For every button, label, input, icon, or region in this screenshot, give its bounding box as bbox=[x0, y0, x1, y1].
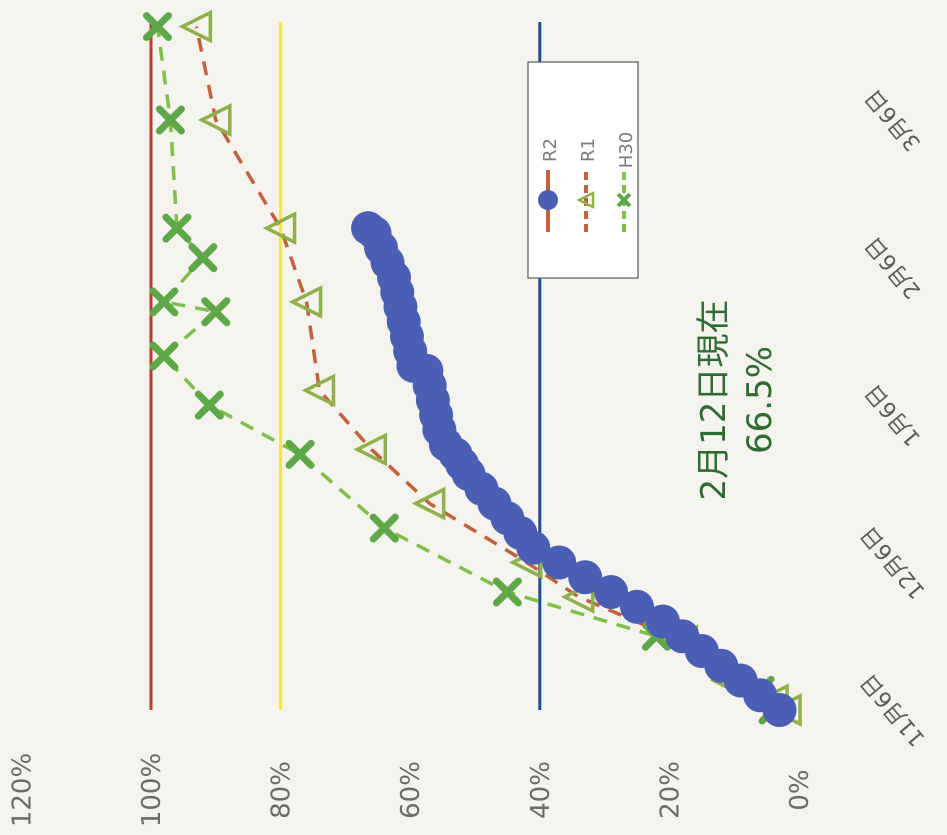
data-point bbox=[201, 297, 231, 327]
legend-label: H30 bbox=[616, 132, 637, 168]
legend: R2 R1 H30 bbox=[527, 61, 639, 279]
y-tick-label: 60% bbox=[396, 761, 426, 819]
legend-swatch-marker bbox=[616, 192, 632, 208]
data-point bbox=[594, 575, 629, 609]
legend-swatch-marker bbox=[576, 190, 595, 210]
legend-swatch-marker bbox=[538, 190, 558, 210]
x-tick-label: 1月6日 bbox=[861, 379, 926, 450]
annotation: 2月12日現在 66.5% bbox=[694, 300, 780, 501]
y-axis-ticks: 0% 20% 40% 60% 80% 100% 120% bbox=[7, 753, 815, 827]
data-point bbox=[188, 243, 218, 273]
series-line bbox=[155, 26, 775, 711]
data-point bbox=[194, 390, 224, 420]
data-point bbox=[142, 12, 172, 42]
y-tick-label: 80% bbox=[267, 761, 297, 819]
data-point bbox=[645, 604, 680, 639]
legend-label: R2 bbox=[540, 138, 561, 162]
x-tick-label: 11月6日 bbox=[856, 669, 930, 751]
y-tick-label: 0% bbox=[785, 769, 815, 810]
legend-label: R1 bbox=[578, 138, 599, 162]
data-point bbox=[568, 560, 603, 595]
y-tick-label: 120% bbox=[7, 753, 37, 827]
data-point bbox=[542, 545, 577, 580]
data-point bbox=[351, 211, 386, 246]
legend-box bbox=[527, 61, 639, 279]
annotation-line2: 66.5% bbox=[740, 346, 780, 454]
series-H30 bbox=[142, 12, 788, 725]
series-line bbox=[194, 26, 788, 712]
data-point bbox=[369, 513, 399, 543]
data-point bbox=[288, 285, 323, 319]
data-point bbox=[178, 9, 213, 44]
data-point bbox=[411, 486, 446, 521]
legend-entry-H30: H30 bbox=[616, 132, 637, 232]
x-tick-label: 2月6日 bbox=[861, 232, 926, 303]
data-point bbox=[353, 432, 388, 467]
data-point bbox=[262, 211, 297, 245]
data-point bbox=[197, 103, 232, 137]
data-point bbox=[149, 341, 179, 371]
x-tick-label: 12月6日 bbox=[856, 521, 930, 603]
legend-entry-R1: R1 bbox=[576, 138, 599, 232]
x-axis-ticks: 11月6日 12月6日 1月6日 2月6日 3月6日 bbox=[856, 84, 930, 751]
data-point bbox=[285, 439, 315, 469]
series-layer bbox=[142, 9, 802, 727]
data-point bbox=[620, 589, 654, 624]
data-point bbox=[155, 105, 185, 135]
data-point bbox=[149, 287, 179, 317]
data-point bbox=[492, 577, 522, 607]
y-tick-label: 100% bbox=[137, 753, 167, 827]
data-point bbox=[301, 373, 336, 408]
y-tick-label: 20% bbox=[655, 761, 685, 819]
annotation-line1: 2月12日現在 bbox=[694, 300, 734, 501]
y-tick-label: 40% bbox=[526, 761, 556, 819]
legend-entry-R2: R2 bbox=[538, 138, 561, 232]
series-R2 bbox=[351, 211, 797, 727]
x-tick-label: 3月6日 bbox=[861, 84, 926, 155]
data-point bbox=[162, 213, 192, 243]
